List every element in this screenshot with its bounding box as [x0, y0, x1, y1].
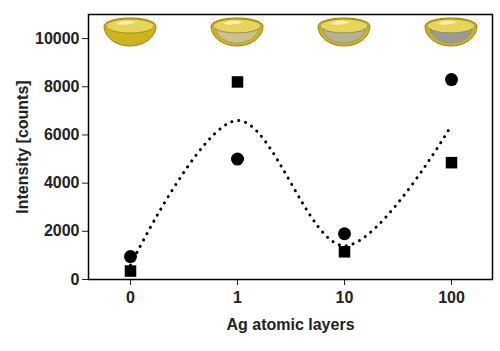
svg-text:0: 0: [71, 271, 80, 288]
svg-text:Intensity [counts]: Intensity [counts]: [14, 80, 31, 213]
svg-text:4000: 4000: [44, 174, 80, 191]
svg-text:10: 10: [336, 289, 354, 306]
svg-text:2000: 2000: [44, 222, 80, 239]
svg-text:0: 0: [126, 289, 135, 306]
svg-text:1: 1: [233, 289, 242, 306]
svg-text:8000: 8000: [44, 78, 80, 95]
svg-text:6000: 6000: [44, 126, 80, 143]
svg-text:10000: 10000: [35, 30, 80, 47]
svg-text:100: 100: [438, 289, 465, 306]
svg-text:Ag atomic layers: Ag atomic layers: [226, 316, 354, 333]
